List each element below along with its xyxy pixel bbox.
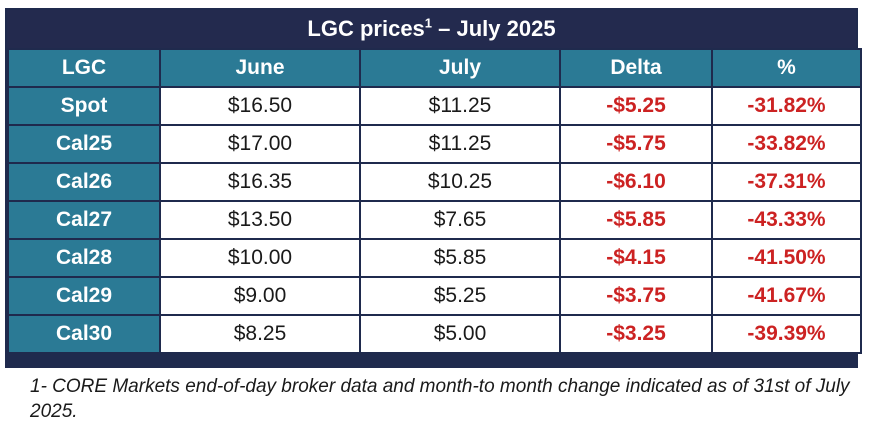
july-price: $11.25: [359, 86, 561, 126]
june-price: $8.25: [159, 314, 361, 354]
column-header-june: June: [159, 48, 361, 88]
percent-change: -43.33%: [711, 200, 862, 240]
delta-value: -$6.10: [559, 162, 713, 202]
july-price: $5.00: [359, 314, 561, 354]
header-row: LGC June July Delta %: [7, 48, 862, 88]
july-price: $11.25: [359, 124, 561, 164]
row-label: Cal27: [7, 200, 161, 240]
july-price: $5.25: [359, 276, 561, 316]
row-label: Spot: [7, 86, 161, 126]
row-label: Cal30: [7, 314, 161, 354]
percent-change: -41.50%: [711, 238, 862, 278]
june-price: $10.00: [159, 238, 361, 278]
june-price: $16.35: [159, 162, 361, 202]
delta-value: -$3.75: [559, 276, 713, 316]
row-label: Cal25: [7, 124, 161, 164]
percent-change: -39.39%: [711, 314, 862, 354]
title-footnote-marker: 1: [424, 15, 433, 31]
table-row: Cal28 $10.00 $5.85 -$4.15 -41.50%: [7, 238, 862, 278]
june-price: $9.00: [159, 276, 361, 316]
delta-value: -$5.85: [559, 200, 713, 240]
delta-value: -$4.15: [559, 238, 713, 278]
table-title-text: LGC prices: [307, 16, 425, 41]
table-row: Spot $16.50 $11.25 -$5.25 -31.82%: [7, 86, 862, 126]
row-label: Cal28: [7, 238, 161, 278]
table-row: Cal25 $17.00 $11.25 -$5.75 -33.82%: [7, 124, 862, 164]
table-title: LGC prices1 – July 2025: [7, 10, 856, 48]
table-row: Cal27 $13.50 $7.65 -$5.85 -43.33%: [7, 200, 862, 240]
july-price: $5.85: [359, 238, 561, 278]
june-price: $13.50: [159, 200, 361, 240]
percent-change: -37.31%: [711, 162, 862, 202]
table-row: Cal30 $8.25 $5.00 -$3.25 -39.39%: [7, 314, 862, 354]
footnote: 1- CORE Markets end-of-day broker data a…: [30, 376, 850, 422]
delta-value: -$5.75: [559, 124, 713, 164]
price-table: LGC prices1 – July 2025 LGC June July De…: [5, 8, 862, 368]
delta-value: -$5.25: [559, 86, 713, 126]
column-header-july: July: [359, 48, 561, 88]
percent-change: -41.67%: [711, 276, 862, 316]
row-label: Cal29: [7, 276, 161, 316]
column-header-percent: %: [711, 48, 862, 88]
june-price: $16.50: [159, 86, 361, 126]
percent-change: -31.82%: [711, 86, 862, 126]
column-header-lgc: LGC: [7, 48, 161, 88]
table-row: Cal29 $9.00 $5.25 -$3.75 -41.67%: [7, 276, 862, 316]
row-label: Cal26: [7, 162, 161, 202]
price-grid: LGC June July Delta % Spot $16.50 $11.25…: [7, 48, 862, 354]
table-row: Cal26 $16.35 $10.25 -$6.10 -37.31%: [7, 162, 862, 202]
percent-change: -33.82%: [711, 124, 862, 164]
july-price: $10.25: [359, 162, 561, 202]
table-title-suffix: – July 2025: [432, 16, 556, 41]
column-header-delta: Delta: [559, 48, 713, 88]
july-price: $7.65: [359, 200, 561, 240]
june-price: $17.00: [159, 124, 361, 164]
delta-value: -$3.25: [559, 314, 713, 354]
